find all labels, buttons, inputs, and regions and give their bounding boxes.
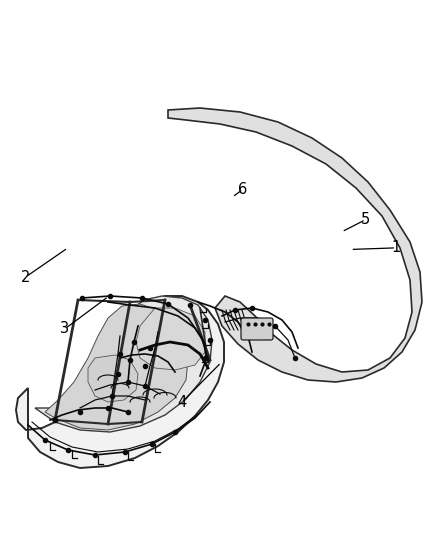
Text: 5: 5	[361, 212, 371, 227]
FancyBboxPatch shape	[241, 318, 273, 340]
Polygon shape	[136, 308, 205, 370]
Text: 3: 3	[60, 321, 69, 336]
Text: 6: 6	[238, 182, 248, 197]
Polygon shape	[16, 296, 224, 468]
Text: 4: 4	[177, 395, 187, 410]
Text: 1: 1	[392, 240, 401, 255]
Text: 2: 2	[21, 270, 30, 285]
Polygon shape	[88, 355, 138, 402]
Polygon shape	[45, 304, 188, 430]
Polygon shape	[168, 108, 422, 382]
Polygon shape	[35, 296, 212, 432]
